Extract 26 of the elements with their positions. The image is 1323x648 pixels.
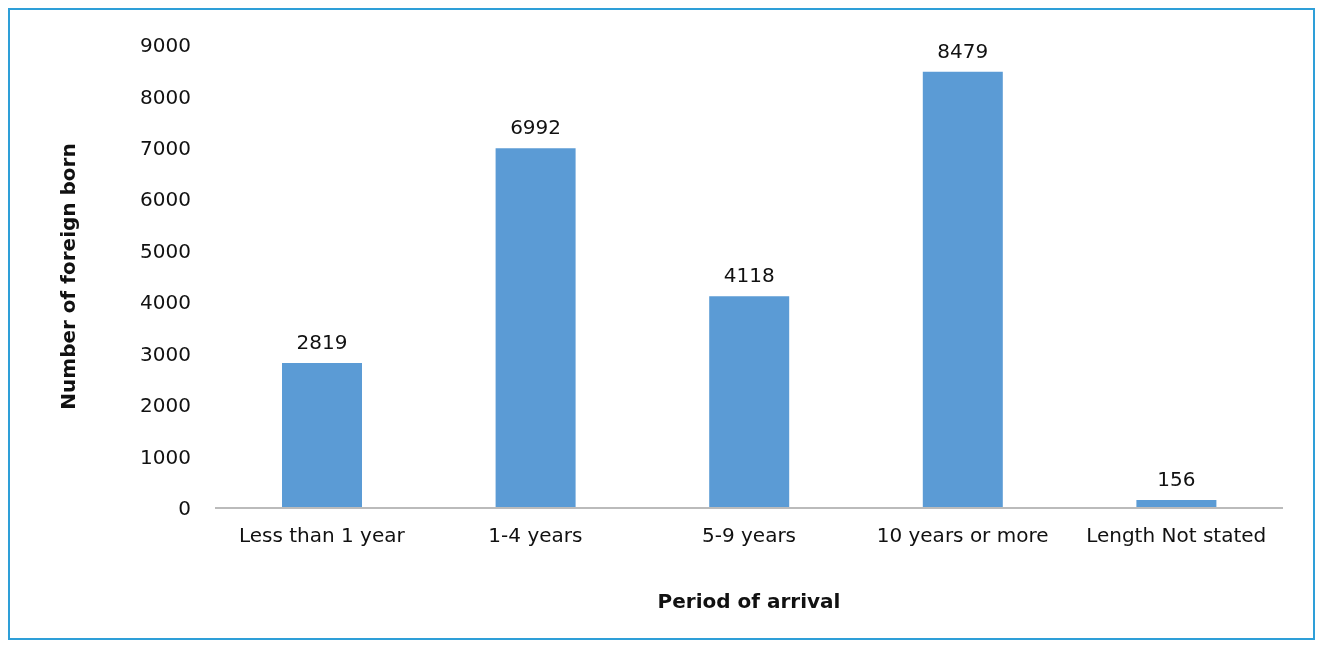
y-tick-label: 7000 [140, 135, 191, 160]
y-tick-label: 4000 [140, 290, 191, 315]
x-tick-label: 5-9 years [701, 523, 797, 548]
y-tick-label: 8000 [140, 84, 191, 109]
data-label: 156 [1157, 466, 1196, 491]
y-tick-label: 1000 [140, 444, 191, 469]
data-label: 4118 [723, 263, 775, 288]
x-tick-label: Length Not stated [1086, 523, 1267, 548]
y-tick-label: 2000 [140, 393, 191, 418]
y-tick-label: 5000 [140, 238, 191, 263]
x-tick-label: 1-4 years [488, 523, 583, 548]
y-tick-label: 9000 [140, 33, 191, 58]
bar [495, 148, 576, 508]
y-axis-title: Number of foreign born [56, 143, 81, 410]
data-label: 8479 [937, 38, 989, 63]
bar [922, 71, 1003, 508]
x-tick-label: 10 years or more [876, 523, 1049, 548]
bar [282, 362, 362, 508]
y-tick-label: 3000 [140, 341, 191, 366]
bar [709, 296, 790, 508]
y-tick-label: 0 [178, 496, 191, 521]
data-label: 2819 [296, 329, 348, 354]
x-axis-title: Period of arrival [657, 589, 841, 613]
data-label: 6992 [510, 115, 562, 140]
y-tick-label: 6000 [140, 187, 191, 212]
x-tick-label: Less than 1 year [238, 523, 406, 548]
